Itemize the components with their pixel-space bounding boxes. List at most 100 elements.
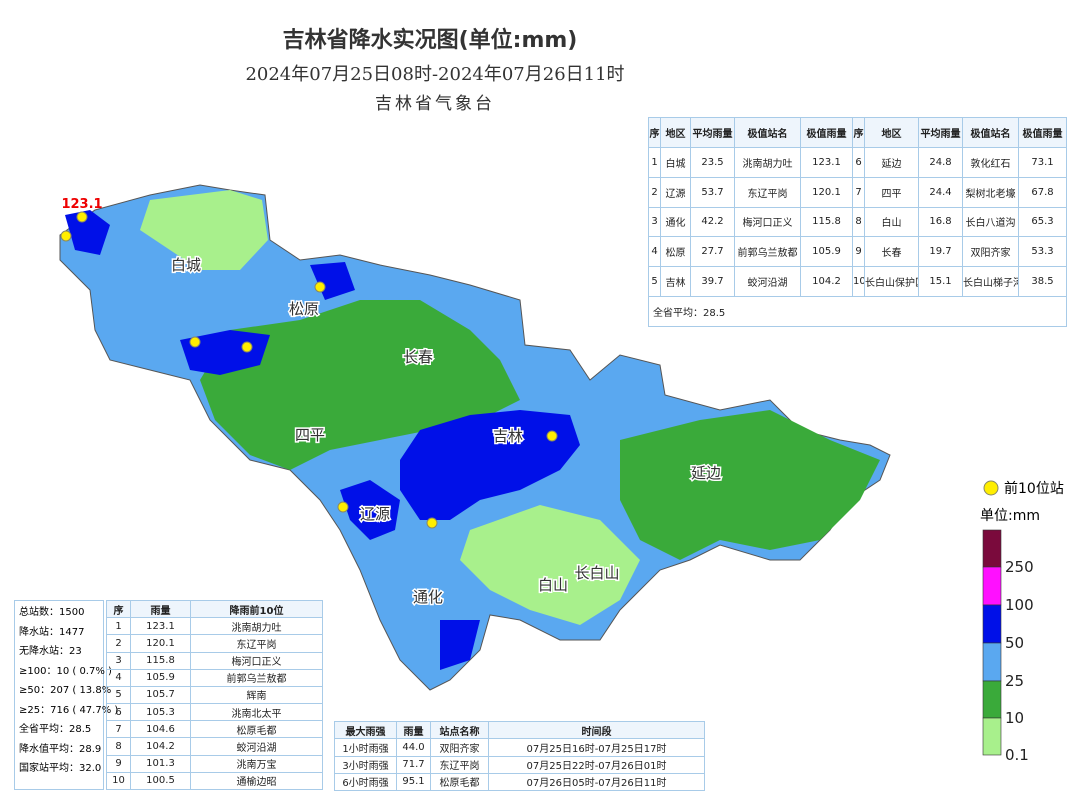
cell: 39.7 bbox=[690, 266, 735, 298]
row: 1 白城 23.5 洮南胡力吐 123.1 6 延边 24.8 敦化红石 73.1 bbox=[648, 146, 1067, 178]
cell: 44.0 bbox=[396, 738, 431, 757]
cell: 敦化红石 bbox=[962, 146, 1019, 178]
row: 8 104.2 蛟河沿湖 bbox=[106, 737, 323, 756]
cell: 梅河口正义 bbox=[734, 206, 801, 238]
subtitle: 2024年07月25日08时-2024年07月26日11时 bbox=[245, 64, 625, 85]
legend-swatch bbox=[982, 717, 1002, 756]
legend-label: 100 bbox=[1005, 596, 1034, 614]
row: 3小时雨强 71.7 东辽平岗 07月25日22时-07月26日01时 bbox=[334, 755, 705, 774]
legend-label: 50 bbox=[1005, 634, 1024, 652]
cell: 115.8 bbox=[800, 206, 853, 238]
cell: 23.5 bbox=[690, 146, 735, 178]
cell: 辽源 bbox=[660, 176, 691, 208]
cell: 115.8 bbox=[130, 651, 191, 670]
city-label: 长白山 bbox=[574, 564, 619, 582]
top10-station bbox=[241, 341, 253, 353]
cell: 双阳齐家 bbox=[962, 236, 1019, 268]
header-cell: 序 bbox=[106, 599, 131, 619]
cell: 延边 bbox=[864, 146, 919, 178]
row: 7 104.6 松原毛都 bbox=[106, 720, 323, 739]
cell: 27.7 bbox=[690, 236, 735, 268]
cell: 105.9 bbox=[130, 668, 191, 687]
legend-unit: 单位:mm bbox=[980, 508, 1040, 524]
cell: 105.9 bbox=[800, 236, 853, 268]
header-cell: 地区 bbox=[864, 117, 919, 148]
cell: 6 bbox=[852, 146, 865, 178]
cell: 洮南万宝 bbox=[190, 754, 323, 773]
row: 1 123.1 洮南胡力吐 bbox=[106, 617, 323, 636]
stat-line: 全省平均：28.5 bbox=[19, 724, 92, 735]
rain-zone bbox=[460, 505, 640, 625]
header-cell: 时间段 bbox=[488, 720, 705, 740]
stat-line: ≥100：10 ( 0.7% ) bbox=[19, 665, 112, 677]
cell: 53.7 bbox=[690, 176, 735, 208]
cell: 4 bbox=[106, 668, 131, 687]
cell: 120.1 bbox=[800, 176, 853, 208]
cell: 104.2 bbox=[130, 737, 191, 756]
cell: 洮南北太平 bbox=[190, 703, 323, 722]
cell: 38.5 bbox=[1018, 266, 1067, 298]
cell: 东辽平岗 bbox=[190, 634, 323, 653]
cell: 梨树北老壕 bbox=[962, 176, 1019, 208]
header-cell: 极值雨量 bbox=[1018, 117, 1067, 148]
cell: 蛟河沿湖 bbox=[734, 266, 801, 298]
cell: 120.1 bbox=[130, 634, 191, 653]
cell: 10 bbox=[852, 266, 865, 298]
header-cell: 地区 bbox=[660, 117, 691, 148]
cell: 71.7 bbox=[396, 755, 431, 774]
cell: 双阳齐家 bbox=[430, 738, 489, 757]
top10-station bbox=[60, 230, 72, 242]
cell: 洮南胡力吐 bbox=[734, 146, 801, 178]
rain-zone bbox=[65, 210, 110, 255]
row: 10 100.5 通榆边昭 bbox=[106, 771, 323, 791]
top10-table: 序雨量 降雨前10位 1 123.1 洮南胡力吐 2 120.1 东辽平岗 3 115.8 梅河口正… bbox=[106, 599, 323, 791]
rain-zone bbox=[340, 480, 400, 540]
legend-top10: 前10位站 bbox=[1004, 480, 1064, 497]
cell: 7 bbox=[852, 176, 865, 208]
cell: 东辽平岗 bbox=[734, 176, 801, 208]
rain-zone bbox=[140, 190, 268, 270]
rain-zone bbox=[620, 410, 880, 560]
header-cell: 站点名称 bbox=[430, 720, 489, 740]
cell: 长白八道沟 bbox=[962, 206, 1019, 238]
city-label: 松原 bbox=[289, 300, 319, 318]
rain-zone bbox=[180, 330, 270, 375]
top10-station bbox=[189, 336, 201, 348]
cell: 101.3 bbox=[130, 754, 191, 773]
rain-zone bbox=[440, 620, 480, 670]
stat-line: 降水值平均：28.9 bbox=[19, 743, 102, 755]
cell: 梅河口正义 bbox=[190, 651, 323, 670]
cell: 104.2 bbox=[800, 266, 853, 298]
row: 2 120.1 东辽平岗 bbox=[106, 634, 323, 653]
header-cell: 序 bbox=[648, 117, 661, 148]
rain-zone bbox=[400, 410, 580, 520]
legend-swatch bbox=[982, 529, 1002, 568]
cell: 通榆边昭 bbox=[190, 771, 323, 791]
row: 4 105.9 前郭乌兰敖都 bbox=[106, 668, 323, 687]
cell: 1 bbox=[106, 617, 131, 636]
legend-swatch bbox=[982, 642, 1002, 682]
header-cell: 平均雨量 bbox=[918, 117, 963, 148]
top10-station bbox=[314, 281, 326, 293]
legend-label: 10 bbox=[1005, 709, 1024, 727]
peak-label: 123.1 bbox=[61, 197, 102, 212]
row: 9 101.3 洮南万宝 bbox=[106, 754, 323, 773]
cell: 19.7 bbox=[918, 236, 963, 268]
legend-swatch bbox=[982, 566, 1002, 606]
stat-line: ≥50：207 ( 13.8% bbox=[19, 685, 112, 696]
cell: 3小时雨强 bbox=[334, 755, 397, 774]
cell: 9 bbox=[852, 236, 865, 268]
cell: 15.1 bbox=[918, 266, 963, 298]
header-cell: 平均雨量 bbox=[690, 117, 735, 148]
cell: 24.4 bbox=[918, 176, 963, 208]
stat-line: 降水站：1477 bbox=[19, 626, 85, 638]
legend-swatch bbox=[982, 680, 1002, 719]
cell: 四平 bbox=[864, 176, 919, 208]
cell: 3 bbox=[648, 206, 661, 238]
city-label: 白城 bbox=[171, 256, 201, 274]
cell: 67.8 bbox=[1018, 176, 1067, 208]
